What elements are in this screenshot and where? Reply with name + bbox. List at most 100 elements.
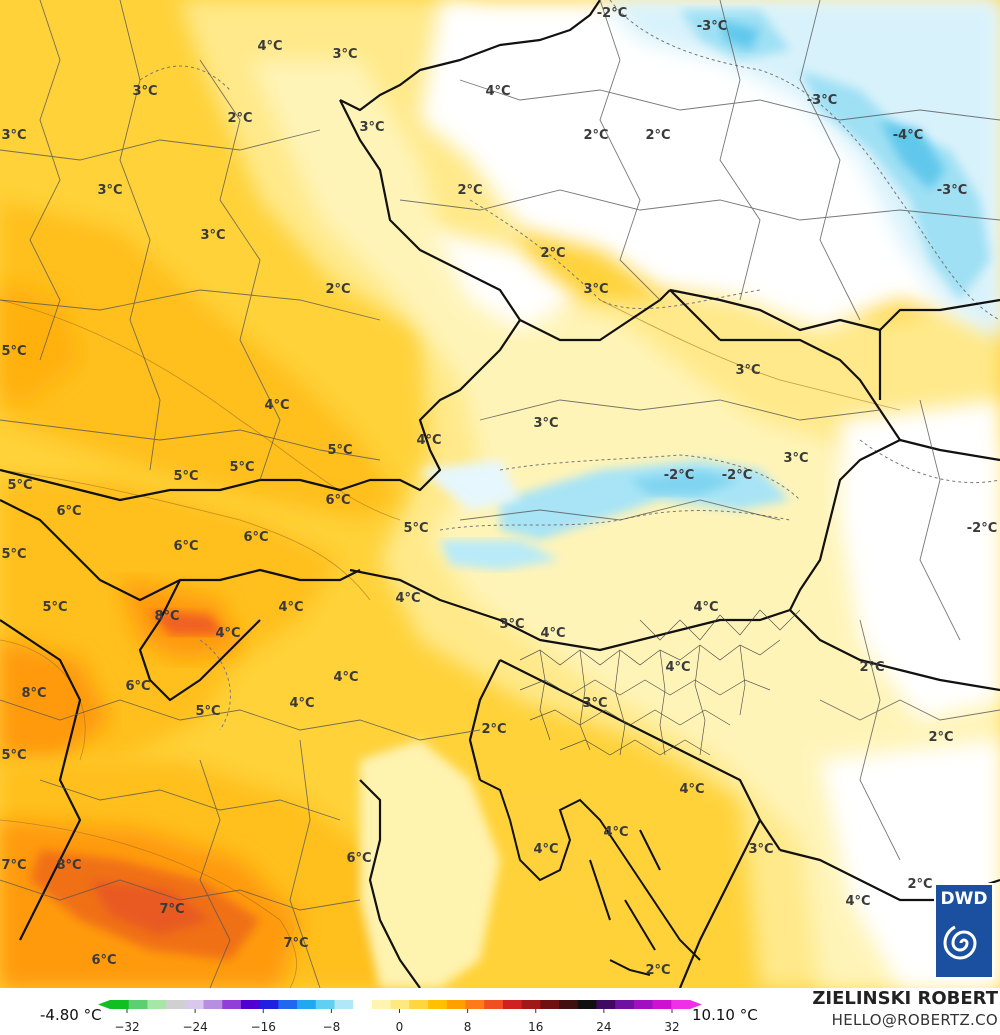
warm-contours — [0, 299, 901, 988]
temperature-label: 2°C — [928, 730, 953, 745]
scale-tick-label: −32 — [114, 1020, 139, 1034]
temperature-label: 5°C — [403, 521, 428, 536]
scale-tick-label: −8 — [323, 1020, 341, 1034]
temperature-label: -3°C — [937, 183, 967, 198]
max-temperature-label: 10.10 °C — [692, 1006, 758, 1024]
temperature-label: 5°C — [1, 547, 26, 562]
scale-segment — [633, 1000, 654, 1009]
temperature-label: 5°C — [195, 704, 220, 719]
temperature-label: 4°C — [278, 600, 303, 615]
temperature-label: 8°C — [154, 609, 179, 624]
scale-segment — [446, 1000, 467, 1009]
color-scale-bar: −32 −24 −16 −8 0 8 16 24 32 — [98, 1000, 702, 1034]
temperature-label: 2°C — [325, 282, 350, 297]
temperature-label: 5°C — [229, 460, 254, 475]
scale-segment — [278, 1000, 298, 1009]
scale-segment — [259, 1000, 279, 1009]
dwd-spiral-icon — [943, 925, 977, 960]
temperature-label: -4°C — [893, 128, 923, 143]
temperature-label: 4°C — [540, 626, 565, 641]
temperature-label: 2°C — [859, 660, 884, 675]
temperature-label: 4°C — [333, 670, 358, 685]
temperature-labels: 4°C 3°C 3°C 2°C 3°C 3°C 3°C 3°C 2°C 5°C 4°C 5°C 5°C 5… — [1, 6, 997, 978]
temperature-label: 2°C — [481, 722, 506, 737]
temperature-label: 6°C — [346, 851, 371, 866]
scale-tick-label: 8 — [464, 1020, 472, 1034]
temperature-map: 4°C 3°C 3°C 2°C 3°C 3°C 3°C 3°C 2°C 5°C 4°C 5°C 5°C 5… — [0, 0, 1000, 988]
temperature-label: 4°C — [416, 433, 441, 448]
scale-segment — [559, 1000, 579, 1009]
temperature-label: 4°C — [679, 782, 704, 797]
temperature-label: 5°C — [42, 600, 67, 615]
temperature-label: 3°C — [748, 842, 773, 857]
scale-segment — [652, 1000, 672, 1009]
temperature-label: 4°C — [693, 600, 718, 615]
temperature-label: 2°C — [540, 246, 565, 261]
scale-segment — [577, 1000, 598, 1009]
region-borders — [0, 0, 1000, 988]
slovenia-municipalities — [519, 609, 801, 756]
temperature-label: 7°C — [1, 858, 26, 873]
min-temperature-label: -4.80 °C — [40, 1006, 102, 1024]
temperature-label: 3°C — [499, 617, 524, 632]
scale-segment — [334, 1000, 354, 1009]
scale-segment — [203, 1000, 223, 1009]
temperature-label: 3°C — [332, 47, 357, 62]
color-scale-ticks: −32 −24 −16 −8 0 8 16 24 32 — [114, 1009, 680, 1034]
temperature-label: 4°C — [289, 696, 314, 711]
scale-min-arrow — [98, 1000, 110, 1009]
temperature-label: -3°C — [697, 19, 727, 34]
temperature-label: 3°C — [783, 451, 808, 466]
temperature-label: 3°C — [359, 120, 384, 135]
scale-segment — [540, 1000, 560, 1009]
temperature-label: 3°C — [735, 363, 760, 378]
scale-segment — [671, 1000, 691, 1009]
scale-segment — [484, 1000, 504, 1009]
temperature-label: 6°C — [173, 539, 198, 554]
scale-tick-label: 24 — [596, 1020, 611, 1034]
temperature-label: 5°C — [1, 344, 26, 359]
temperature-label: 4°C — [603, 825, 628, 840]
credit-email: HELLO@ROBERTZ.CO — [831, 1011, 998, 1029]
temperature-label: 4°C — [533, 842, 558, 857]
scale-tick-label: 32 — [664, 1020, 679, 1034]
temperature-label: 6°C — [325, 493, 350, 508]
temperature-label: 4°C — [665, 660, 690, 675]
temperature-label: 6°C — [91, 953, 116, 968]
scale-tick-label: 0 — [396, 1020, 404, 1034]
temperature-label: 7°C — [159, 902, 184, 917]
scale-max-arrow — [690, 1000, 702, 1009]
temperature-label: -2°C — [967, 521, 997, 536]
temperature-label: -2°C — [664, 468, 694, 483]
scale-segment — [521, 1000, 541, 1009]
temperature-label: 4°C — [395, 591, 420, 606]
temperature-label: 2°C — [645, 128, 670, 143]
scale-segment — [184, 1000, 205, 1009]
temperature-label: 5°C — [173, 469, 198, 484]
temperature-label: 7°C — [283, 936, 308, 951]
temperature-label: 4°C — [485, 84, 510, 99]
scale-segment — [390, 1000, 410, 1009]
scale-segment — [240, 1000, 261, 1009]
scale-segment — [615, 1000, 635, 1009]
temperature-label: 3°C — [582, 696, 607, 711]
temperature-label: -3°C — [807, 93, 837, 108]
scale-segment — [128, 1000, 149, 1009]
scale-segment — [297, 1000, 317, 1009]
temperature-label: 2°C — [907, 877, 932, 892]
scale-segment — [353, 1000, 373, 1009]
temperature-label: 2°C — [583, 128, 608, 143]
scale-tick-label: −16 — [251, 1020, 276, 1034]
temperature-label: 4°C — [264, 398, 289, 413]
scale-segment — [222, 1000, 242, 1009]
temperature-label: 3°C — [1, 128, 26, 143]
scale-segment — [409, 1000, 429, 1009]
temperature-label: -2°C — [722, 468, 752, 483]
scale-segment — [502, 1000, 523, 1009]
temperature-label: 3°C — [583, 282, 608, 297]
temperature-label: 3°C — [132, 84, 157, 99]
temperature-label: 5°C — [327, 443, 352, 458]
scale-segment — [315, 1000, 336, 1009]
temperature-label: 6°C — [125, 679, 150, 694]
temperature-label: 8°C — [21, 686, 46, 701]
